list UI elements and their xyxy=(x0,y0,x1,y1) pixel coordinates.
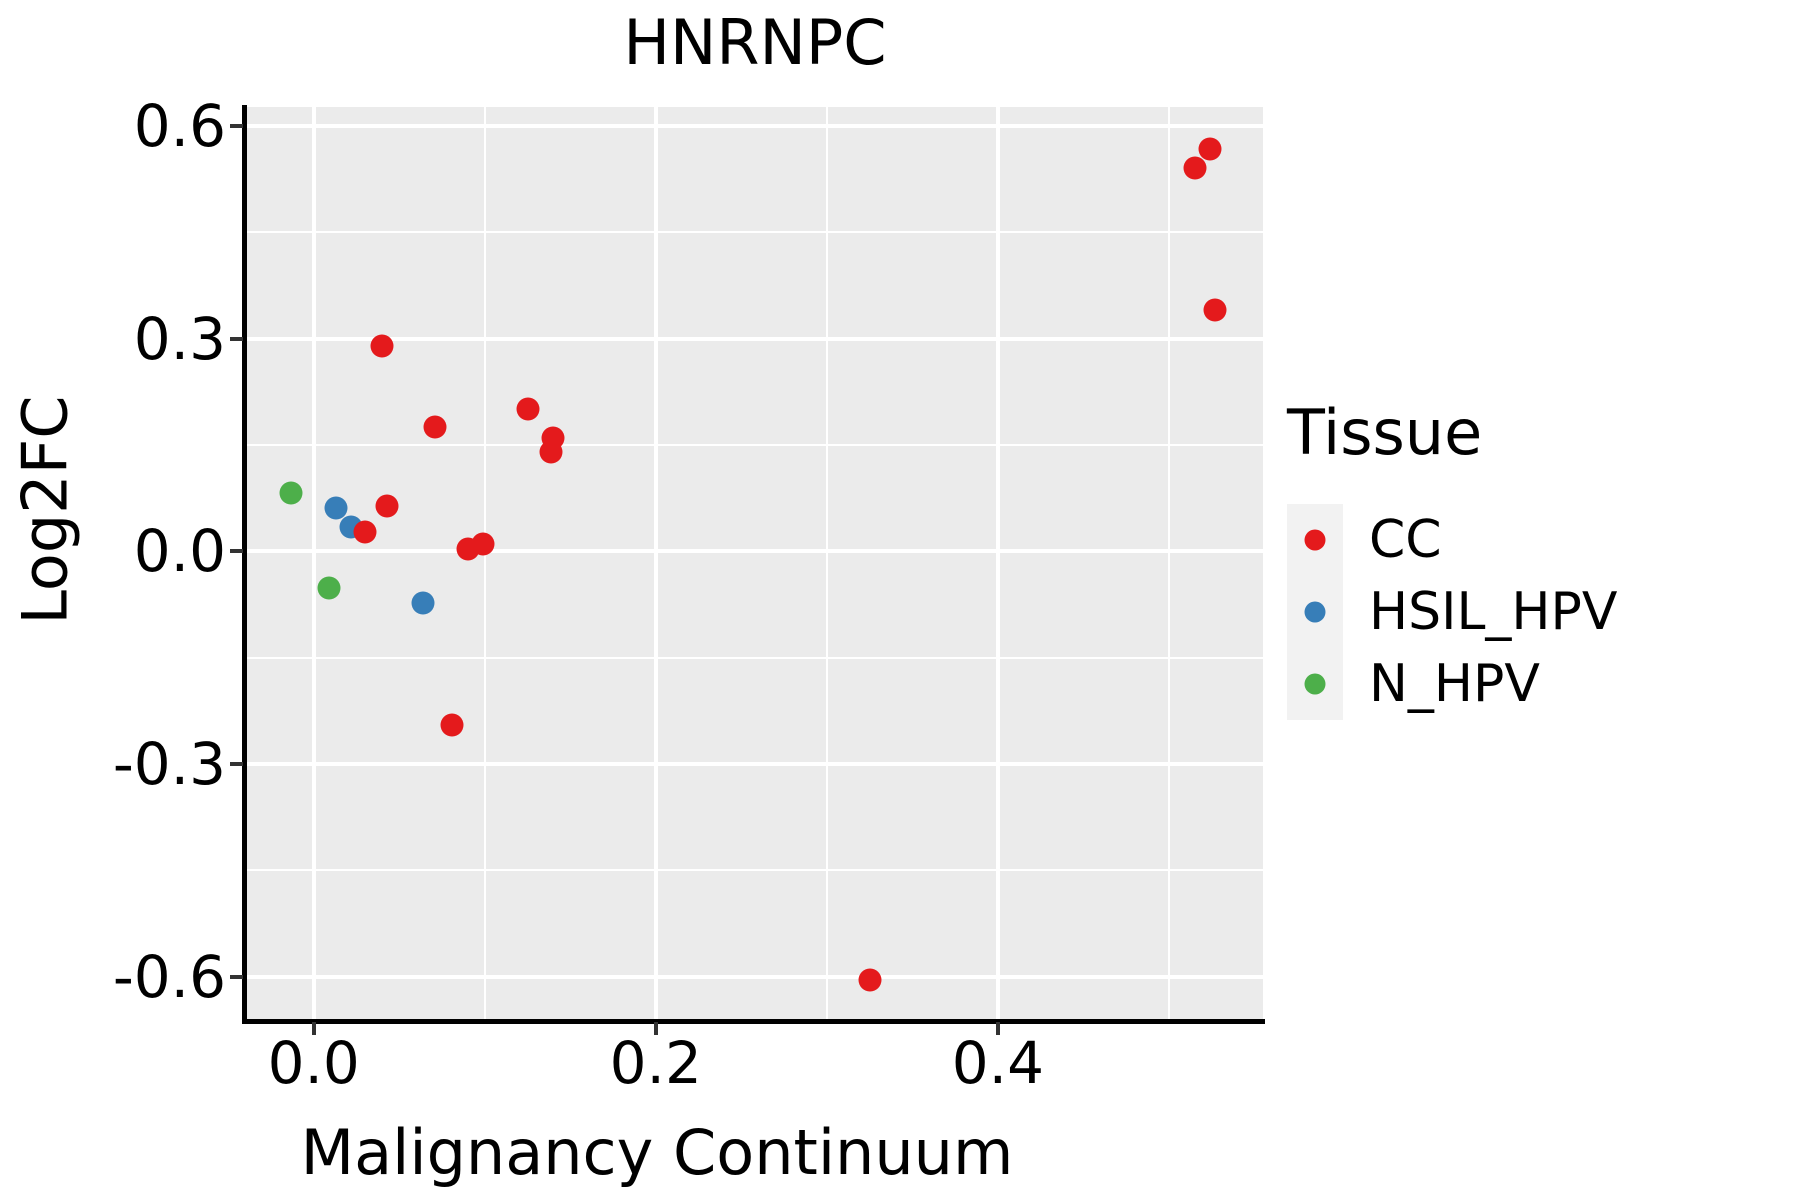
legend-item: N_HPV xyxy=(1287,648,1617,720)
y-tick-label: 0.6 xyxy=(133,92,226,161)
data-point xyxy=(516,397,539,421)
legend-swatch-dot xyxy=(1304,601,1326,623)
y-tick-label: -0.3 xyxy=(112,730,226,799)
legend-key xyxy=(1287,648,1343,720)
x-tick-mark xyxy=(995,1022,1000,1035)
y-tick-mark xyxy=(230,762,243,767)
legend-key xyxy=(1287,576,1343,648)
legend-item-label: CC xyxy=(1369,510,1442,570)
y-major-gridline xyxy=(247,974,1263,979)
data-point xyxy=(279,481,303,505)
data-point xyxy=(317,576,341,600)
x-minor-gridline xyxy=(825,107,828,1020)
legend-key xyxy=(1287,504,1343,576)
data-point xyxy=(440,713,464,737)
legend: CC HSIL_HPV N_HPV xyxy=(1287,504,1617,720)
y-axis-title: Log2FC xyxy=(8,395,82,625)
data-point xyxy=(1203,298,1227,322)
x-tick-label: 0.0 xyxy=(267,1029,360,1097)
legend-item: HSIL_HPV xyxy=(1287,576,1617,648)
legend-swatch-dot xyxy=(1304,673,1326,695)
y-tick-label: 0.3 xyxy=(133,304,226,373)
legend-item: CC xyxy=(1287,504,1617,576)
legend-item-label: N_HPV xyxy=(1369,654,1540,714)
data-point xyxy=(411,591,435,615)
y-tick-mark xyxy=(230,974,243,979)
y-major-gridline xyxy=(247,762,1263,767)
y-tick-label: -0.6 xyxy=(112,942,226,1011)
data-point xyxy=(423,415,447,439)
plot-title: HNRNPC xyxy=(623,6,887,79)
x-major-gridline xyxy=(311,107,316,1020)
legend-title: Tissue xyxy=(1287,396,1483,469)
data-point xyxy=(1183,156,1207,180)
data-point xyxy=(324,496,348,519)
x-axis-line xyxy=(242,1019,1265,1024)
y-tick-mark xyxy=(230,549,243,554)
x-major-gridline xyxy=(653,107,658,1020)
data-point xyxy=(858,968,882,992)
x-tick-label: 0.2 xyxy=(609,1029,702,1097)
legend-item-label: HSIL_HPV xyxy=(1369,582,1618,642)
data-point xyxy=(353,520,377,544)
y-major-gridline xyxy=(247,336,1263,341)
x-axis-title: Malignancy Continuum xyxy=(300,1116,1014,1189)
data-point xyxy=(375,494,399,518)
x-minor-gridline xyxy=(483,107,486,1020)
y-minor-gridline xyxy=(247,656,1263,659)
x-minor-gridline xyxy=(1167,107,1170,1020)
data-point xyxy=(1198,137,1222,161)
x-major-gridline xyxy=(995,107,1000,1020)
y-axis-line xyxy=(242,105,247,1024)
data-point xyxy=(471,532,495,556)
plot-panel xyxy=(247,107,1263,1020)
legend-swatch-dot xyxy=(1304,529,1326,551)
x-tick-mark xyxy=(653,1022,658,1035)
y-tick-label: 0.0 xyxy=(133,517,226,586)
y-minor-gridline xyxy=(247,869,1263,872)
data-point xyxy=(370,334,394,358)
x-tick-label: 0.4 xyxy=(951,1029,1044,1097)
y-tick-mark xyxy=(230,336,243,341)
data-point xyxy=(539,440,563,464)
y-minor-gridline xyxy=(247,231,1263,234)
y-major-gridline xyxy=(247,549,1263,554)
y-tick-mark xyxy=(230,124,243,129)
y-major-gridline xyxy=(247,124,1263,129)
y-minor-gridline xyxy=(247,444,1263,447)
x-tick-mark xyxy=(311,1022,316,1035)
